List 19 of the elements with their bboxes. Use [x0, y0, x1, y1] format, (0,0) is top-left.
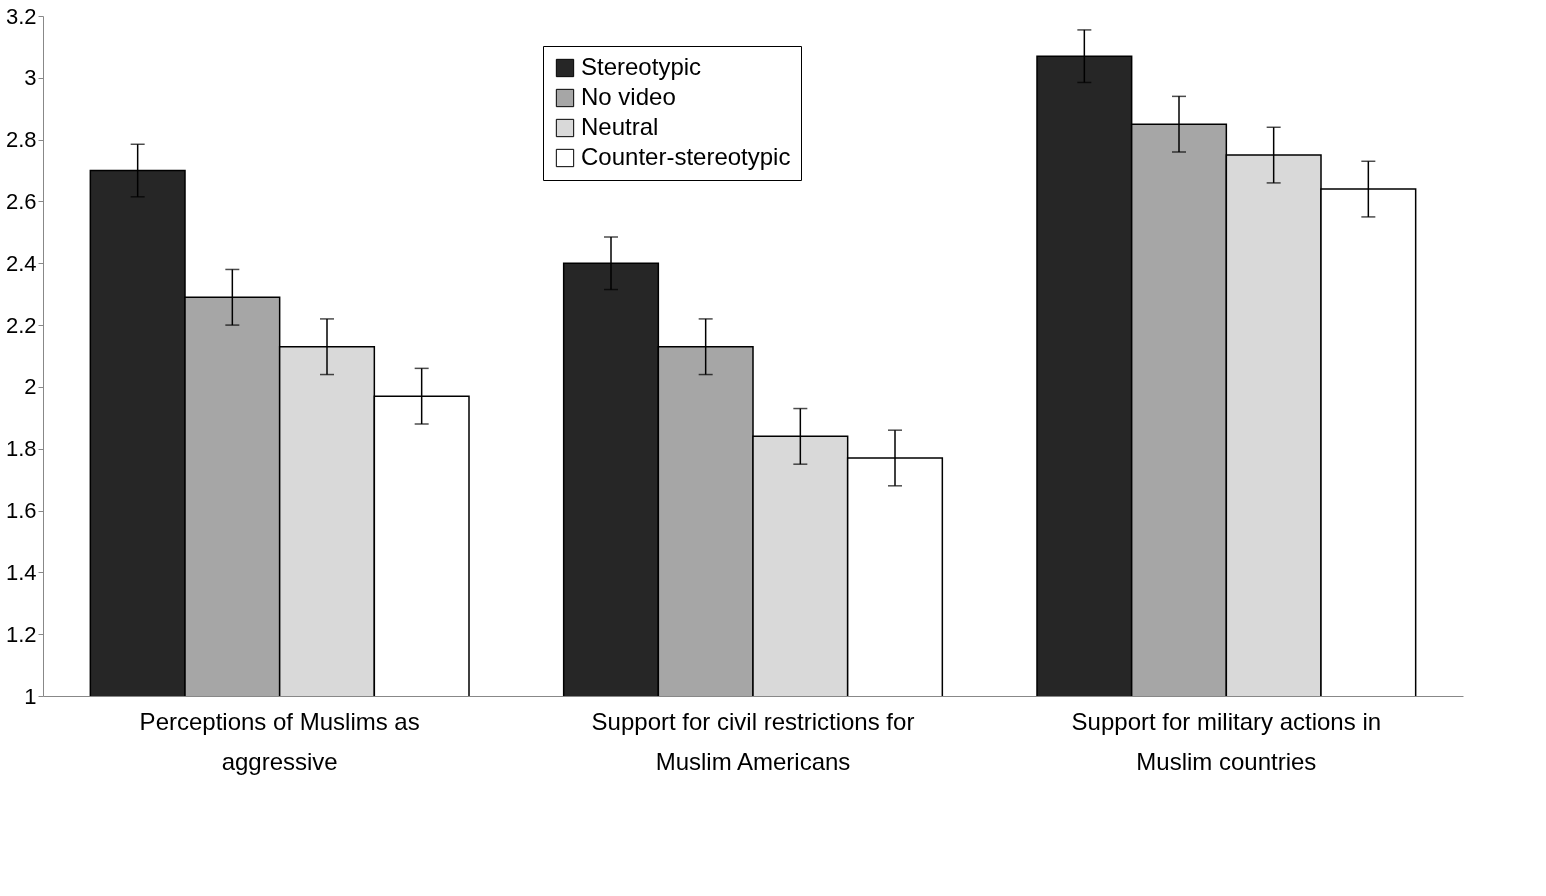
y-tick-label: 2.2 [5, 312, 37, 338]
y-tick-label: 1.6 [5, 498, 37, 524]
y-tick-label: 2.6 [5, 188, 37, 214]
y-tick-label: 2.8 [5, 127, 37, 153]
legend-label: Stereotypic [581, 53, 702, 80]
y-tick-label: 2 [24, 374, 37, 400]
legend-label: Counter-stereotypic [581, 143, 791, 170]
y-tick-label: 1 [24, 683, 37, 709]
y-tick-label: 1.4 [5, 559, 37, 585]
y-tick-label: 3 [24, 65, 37, 91]
x-tick-label: Support for civil restrictions for Muslim Americans [591, 707, 915, 775]
x-tick-label: Perceptions of Muslims as aggressive [139, 707, 420, 775]
y-tick-label: 2.4 [5, 250, 37, 276]
legend-label: Neutral [581, 113, 659, 140]
y-tick-label: 1.8 [5, 436, 37, 462]
x-tick-label: Support for military actions in Muslim countries [1071, 707, 1382, 775]
legend-label: No video [581, 83, 676, 110]
y-tick-label: 3.2 [5, 3, 37, 29]
y-tick-label: 1.2 [5, 621, 37, 647]
